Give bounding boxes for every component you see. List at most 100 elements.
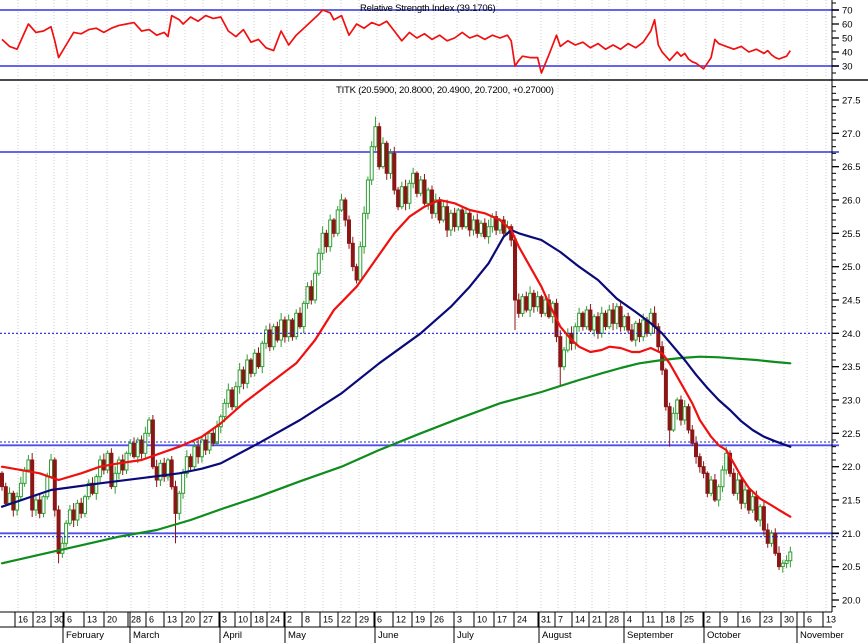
date-tick-label: 6 <box>807 615 812 625</box>
candle <box>41 494 46 518</box>
candle <box>769 530 774 547</box>
candle <box>743 484 748 509</box>
candle <box>399 181 404 210</box>
candle <box>520 293 525 317</box>
candle <box>196 439 201 464</box>
candle <box>320 226 325 261</box>
date-tick-label: 6 <box>377 615 382 625</box>
date-tick-label: 9 <box>723 615 728 625</box>
candle <box>267 323 272 352</box>
candle <box>298 307 302 329</box>
candle <box>475 213 480 238</box>
date-tick-label: 24 <box>517 615 527 625</box>
candle <box>611 303 616 331</box>
date-tick-label: 17 <box>497 615 507 625</box>
date-tick-label: 3 <box>222 615 227 625</box>
date-tick-label: 25 <box>684 615 694 625</box>
date-tick-label: 2 <box>287 615 292 625</box>
candle <box>37 494 42 519</box>
candle <box>0 471 4 491</box>
candle <box>584 306 589 330</box>
candle <box>101 453 106 475</box>
candle <box>765 523 770 548</box>
date-tick-label: 20 <box>107 615 117 625</box>
candle <box>671 407 676 432</box>
candle <box>392 146 397 195</box>
candle <box>30 453 35 517</box>
candle <box>679 395 683 426</box>
candle <box>618 301 623 332</box>
price-axis-label: 22.5 <box>842 429 861 440</box>
candle <box>524 291 529 313</box>
rsi-panel-title: Relative Strength Index (39.1706) <box>360 3 496 14</box>
candle <box>596 312 600 339</box>
date-tick-label: 21 <box>592 615 602 625</box>
date-tick-label: 30 <box>54 615 64 625</box>
date-tick-label: 20 <box>185 615 195 625</box>
candle <box>735 473 740 501</box>
candle <box>731 468 736 496</box>
candle <box>290 318 295 341</box>
date-tick-label: 24 <box>270 615 280 625</box>
candle <box>433 193 438 218</box>
date-tick-label: 6 <box>149 615 154 625</box>
candle <box>513 235 517 330</box>
candle <box>162 457 167 482</box>
month-label: October <box>707 630 741 641</box>
candle <box>701 461 706 479</box>
candle <box>335 206 340 237</box>
candle <box>90 477 95 496</box>
candle <box>388 148 393 179</box>
candle <box>761 502 766 536</box>
candle <box>516 293 521 318</box>
candle <box>486 219 491 244</box>
price-axis-label: 23.0 <box>842 396 861 407</box>
date-tick-label: 13 <box>87 615 97 625</box>
candle <box>56 505 61 564</box>
candle <box>716 484 721 507</box>
candle <box>373 116 378 151</box>
month-label: September <box>627 630 673 641</box>
candle <box>331 218 336 238</box>
candle <box>207 431 212 454</box>
candle <box>203 434 208 455</box>
candle <box>26 455 31 473</box>
price-axis-label: 25.0 <box>842 262 861 273</box>
candle <box>113 466 118 494</box>
date-tick-label: 12 <box>396 615 406 625</box>
date-tick-label: 7 <box>558 615 563 625</box>
candle <box>456 208 461 231</box>
candle <box>94 474 99 500</box>
candle <box>384 140 389 180</box>
candle <box>509 224 514 247</box>
candle <box>18 476 23 502</box>
candle <box>531 289 536 313</box>
candle <box>188 453 193 471</box>
candle <box>773 528 778 556</box>
month-label: February <box>66 630 104 641</box>
candle <box>501 216 506 237</box>
candle <box>535 291 540 312</box>
date-tick-label: 28 <box>609 615 619 625</box>
date-tick-label: 10 <box>477 615 487 625</box>
candle <box>705 471 710 498</box>
candle <box>260 340 265 374</box>
candle <box>52 457 57 517</box>
candle <box>128 439 133 457</box>
candle <box>482 218 487 240</box>
candle <box>177 490 182 520</box>
candle <box>652 306 657 334</box>
rsi-axis-label: 70 <box>842 6 853 17</box>
candle <box>358 241 363 283</box>
date-tick-label: 15 <box>323 615 333 625</box>
date-tick-label: 31 <box>541 615 551 625</box>
candle <box>169 456 174 490</box>
candle <box>173 480 178 544</box>
candle <box>580 311 585 331</box>
date-tick-label: 4 <box>627 615 632 625</box>
price-axis-label: 21.5 <box>842 496 861 507</box>
candle <box>479 220 483 237</box>
candle <box>558 330 563 387</box>
month-label: June <box>378 630 399 641</box>
